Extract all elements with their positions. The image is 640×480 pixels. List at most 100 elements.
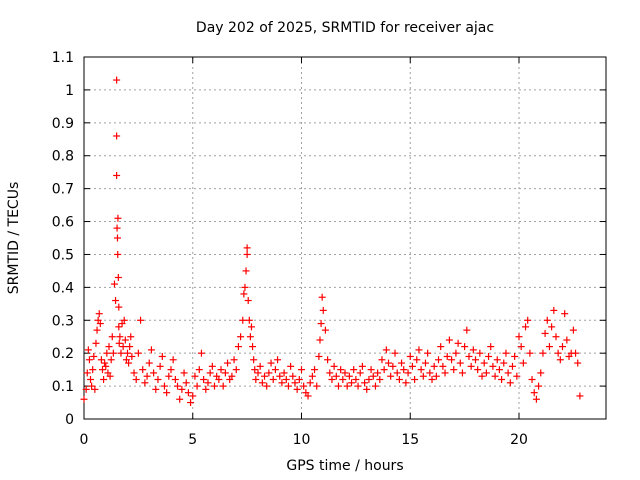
data-point — [143, 372, 151, 380]
data-point — [541, 329, 549, 337]
data-point — [339, 376, 347, 384]
data-point — [452, 349, 460, 357]
data-point — [508, 362, 516, 370]
data-point — [101, 359, 109, 367]
x-tick-label: 5 — [188, 432, 197, 448]
data-point — [465, 352, 473, 360]
data-point — [163, 389, 171, 397]
data-point — [348, 379, 356, 387]
data-point — [315, 352, 323, 360]
data-point — [89, 366, 97, 374]
data-point — [535, 382, 543, 390]
data-point — [308, 372, 316, 380]
data-point — [276, 372, 284, 380]
data-point — [467, 362, 475, 370]
data-point — [498, 376, 506, 384]
data-point — [105, 343, 113, 351]
data-point — [356, 369, 364, 377]
data-point — [178, 385, 186, 393]
data-point — [354, 382, 362, 390]
x-tick-label: 20 — [510, 432, 528, 448]
data-point — [326, 369, 334, 377]
data-point — [82, 385, 90, 393]
data-point — [472, 356, 479, 364]
data-point — [267, 359, 275, 367]
data-point — [87, 376, 95, 384]
data-point — [282, 376, 290, 384]
y-tick-label: 0.7 — [52, 182, 74, 198]
data-point — [413, 356, 421, 364]
data-point — [113, 132, 121, 140]
data-point — [115, 303, 123, 311]
data-point — [230, 356, 238, 364]
data-point — [113, 224, 121, 232]
data-point — [113, 76, 121, 84]
data-point — [98, 366, 106, 374]
data-point — [411, 376, 419, 384]
data-point — [391, 349, 399, 357]
data-point — [114, 214, 122, 222]
data-point — [128, 352, 136, 360]
data-point — [211, 382, 218, 390]
data-point — [363, 385, 371, 393]
data-point — [517, 343, 525, 351]
data-point — [435, 356, 443, 364]
data-point — [103, 349, 111, 357]
data-point — [287, 362, 295, 370]
grid-lines — [84, 57, 606, 419]
data-point — [432, 372, 440, 380]
data-point — [219, 382, 227, 390]
data-point — [393, 369, 401, 377]
x-tick-label: 0 — [80, 432, 89, 448]
data-point — [367, 366, 375, 374]
data-point — [261, 372, 269, 380]
data-point — [313, 382, 321, 390]
data-point — [244, 297, 252, 305]
data-point — [278, 379, 286, 387]
data-point — [458, 369, 466, 377]
data-point — [139, 366, 147, 374]
data-point — [417, 366, 425, 374]
data-point — [115, 339, 123, 347]
data-point — [115, 323, 123, 331]
data-point — [197, 349, 205, 357]
plot-frame — [83, 56, 607, 420]
data-point — [316, 336, 324, 344]
x-axis-label: GPS time / hours — [286, 458, 403, 474]
data-point — [524, 316, 532, 324]
data-point — [345, 372, 353, 380]
data-point — [319, 306, 327, 314]
data-point — [91, 385, 99, 393]
data-point — [169, 356, 177, 364]
chart-title: Day 202 of 2025, SRMTID for receiver aja… — [196, 20, 494, 36]
data-point — [537, 369, 545, 377]
data-point — [85, 356, 93, 364]
data-point — [117, 349, 125, 357]
data-point — [324, 356, 332, 364]
data-point — [448, 356, 456, 364]
x-tick-label: 10 — [293, 432, 311, 448]
data-point — [374, 369, 382, 377]
data-point — [206, 369, 214, 377]
data-point — [152, 385, 160, 393]
data-point — [408, 362, 416, 370]
data-point — [84, 346, 92, 354]
data-point — [398, 359, 406, 367]
data-point — [437, 343, 445, 351]
data-point — [154, 376, 162, 384]
data-point — [519, 359, 527, 367]
data-point — [522, 323, 530, 331]
data-point — [487, 343, 495, 351]
data-point — [83, 369, 91, 377]
data-point — [187, 399, 195, 407]
data-point — [450, 366, 458, 374]
data-point — [247, 323, 255, 331]
data-point — [563, 336, 571, 344]
data-point — [145, 359, 153, 367]
data-point — [243, 244, 251, 252]
data-point — [441, 369, 449, 377]
data-point — [382, 346, 390, 354]
data-point — [182, 379, 190, 387]
data-point — [311, 366, 319, 374]
data-point — [265, 369, 273, 377]
